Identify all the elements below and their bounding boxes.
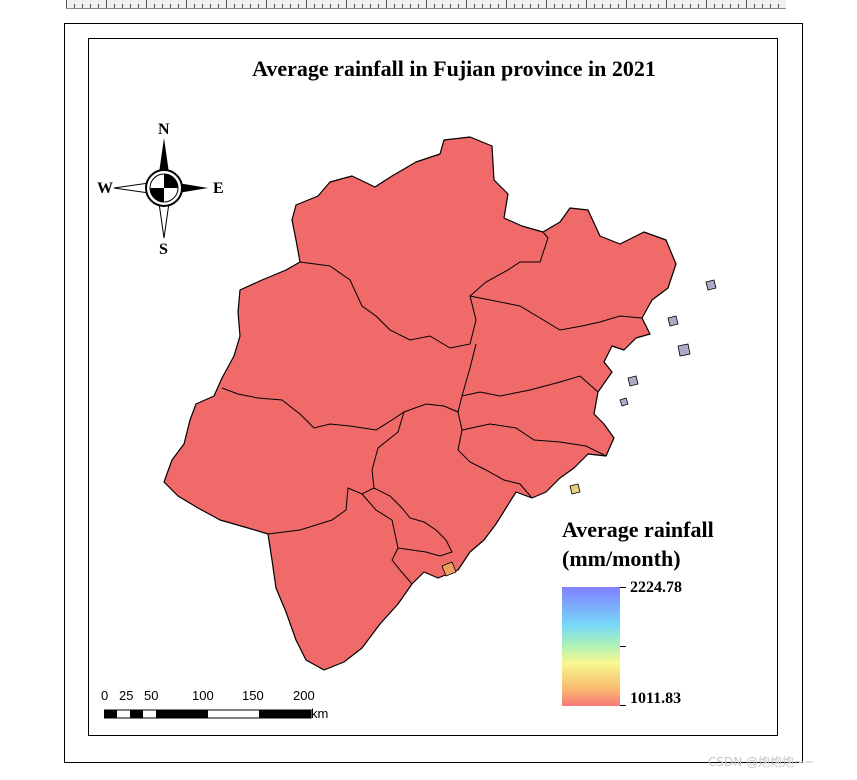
compass-north-label: N	[158, 121, 170, 138]
scale-unit: km	[311, 706, 329, 721]
legend-min-value: 1011.83	[630, 690, 682, 707]
legend-title-line1: Average rainfall	[562, 517, 714, 542]
top-ruler	[66, 0, 786, 9]
legend-tick-mid	[620, 646, 626, 647]
map-data-frame	[88, 38, 778, 736]
map-title: Average rainfall in Fujian province in 2…	[252, 56, 656, 81]
prefecture-boundaries	[221, 231, 643, 585]
legend-max-value: 2224.78	[630, 579, 682, 596]
watermark: CSDN @炮炮炮~~	[708, 755, 815, 769]
coastal-islands	[441, 279, 717, 577]
ruler-ticks	[66, 0, 779, 8]
legend-color-ramp	[562, 587, 620, 706]
legend-tick-min	[620, 705, 626, 706]
compass-south-label: S	[159, 241, 168, 258]
scale-tick-200: 200	[293, 688, 315, 703]
legend-title: Average rainfall (mm/month)	[562, 515, 714, 573]
compass-west-label: W	[97, 180, 113, 197]
scale-tick-50: 50	[144, 688, 159, 703]
scale-tick-100: 100	[192, 688, 214, 703]
scale-tick-0: 0	[101, 688, 109, 703]
legend-title-line2: (mm/month)	[562, 546, 681, 571]
scale-tick-25: 25	[119, 688, 134, 703]
layout-page-frame	[64, 23, 803, 763]
scale-bar-segments	[104, 709, 312, 719]
compass-east-label: E	[213, 180, 224, 197]
scale-tick-150: 150	[242, 688, 264, 703]
legend-tick-max	[620, 587, 626, 588]
north-arrow-icon	[113, 138, 208, 239]
fujian-province-area	[163, 136, 677, 671]
